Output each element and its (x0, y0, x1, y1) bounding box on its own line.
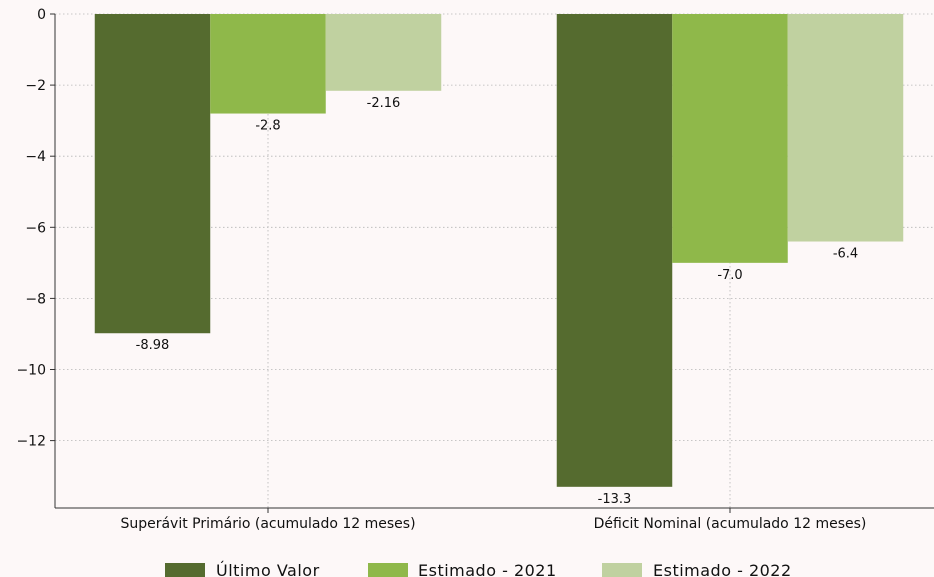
y-tick-label: −12 (16, 434, 46, 450)
legend-swatch (368, 563, 408, 577)
data-label: -6.4 (833, 247, 858, 262)
data-label: -7.0 (717, 268, 742, 283)
y-tick-label: 0 (37, 7, 46, 23)
bars (94, 14, 904, 487)
data-label: -2.16 (367, 96, 401, 111)
y-tick-label: −10 (16, 363, 46, 379)
y-tick-label: −2 (25, 78, 46, 94)
bar-estimado-2021-deficit-nominal (672, 14, 788, 263)
x-tick-label: Superávit Primário (acumulado 12 meses) (120, 516, 415, 532)
legend: Último Valor Estimado - 2021 Estimado - 20… (165, 561, 792, 577)
legend-label: Estimado - 2021 (418, 561, 557, 577)
legend-label: Estimado - 2022 (653, 561, 792, 577)
axes: 0 −2 −4 −6 −8 −10 −12 Superávit Primário (acumu… (16, 7, 934, 532)
bar-estimado-2022-superavit-primario (325, 14, 442, 91)
y-tick-label: −4 (25, 149, 46, 165)
y-tick-label: −8 (25, 291, 46, 307)
bar-estimado-2022-deficit-nominal (787, 14, 904, 242)
legend-swatch (602, 563, 642, 577)
data-label: -13.3 (598, 492, 632, 507)
bar-ultimo-valor-superavit-primario (94, 14, 211, 334)
x-tick-label: Déficit Nominal (acumulado 12 meses) (594, 516, 867, 532)
data-label: -8.98 (136, 338, 170, 353)
data-label: -2.8 (255, 119, 280, 134)
bar-ultimo-valor-deficit-nominal (556, 14, 673, 487)
legend-swatch (165, 563, 205, 577)
y-tick-label: −6 (25, 220, 46, 236)
legend-label: Último Valor (216, 561, 320, 577)
data-labels: -8.98 -13.3 -2.8 -7.0 -2.16 -6.4 (136, 96, 859, 507)
bar-estimado-2021-superavit-primario (210, 14, 326, 114)
